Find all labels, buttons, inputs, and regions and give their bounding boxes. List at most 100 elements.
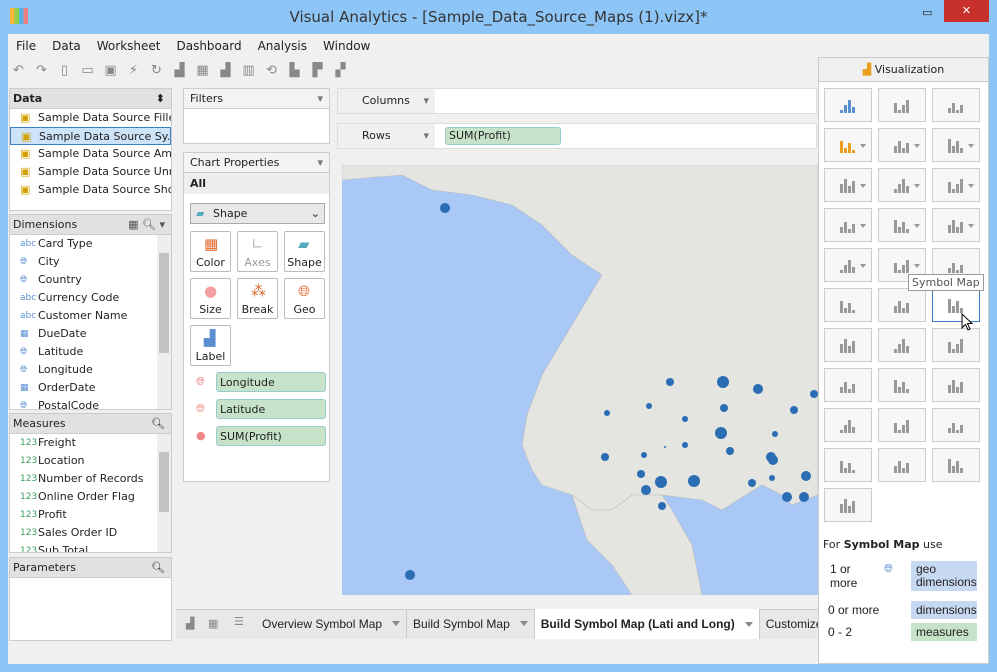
chevron-down-icon[interactable] — [914, 224, 920, 228]
field-item[interactable]: 123 Online Order Flag — [10, 488, 171, 506]
redo-icon[interactable]: ↷ — [36, 62, 47, 78]
tab-worksheet[interactable]: Build Symbol Map (Lati and Long) — [534, 609, 760, 639]
map-symbol[interactable] — [641, 485, 651, 495]
menu-window[interactable]: Window — [323, 39, 371, 53]
field-item[interactable]: 123 Sub Total — [10, 542, 171, 552]
viz-type-button[interactable] — [824, 408, 872, 442]
viz-type-button[interactable] — [878, 128, 926, 162]
data-source-item[interactable]: ▣ Sample Data Source Fille... — [10, 109, 171, 127]
field-item[interactable]: abc Currency Code — [10, 289, 171, 307]
scrollbar[interactable] — [157, 235, 171, 409]
open-icon[interactable]: ▭ — [81, 62, 94, 78]
viz-type-button[interactable] — [932, 448, 980, 482]
close-button[interactable]: ✕ — [944, 0, 989, 22]
viz-type-button[interactable] — [824, 328, 872, 362]
map-symbol[interactable] — [753, 384, 763, 394]
undo-icon[interactable]: ↶ — [13, 62, 24, 78]
map-symbol[interactable] — [664, 446, 666, 448]
chevron-down-icon[interactable]: ▾ — [317, 92, 323, 105]
delete-worksheet-icon[interactable]: ▟ — [220, 62, 231, 78]
map-symbol[interactable] — [604, 410, 610, 416]
viz-type-button[interactable] — [932, 88, 980, 122]
map-symbol[interactable] — [790, 406, 798, 414]
size-button[interactable]: ● Size — [190, 278, 231, 319]
viz-symbol-map-button[interactable] — [932, 288, 980, 322]
field-item[interactable]: abc Card Type — [10, 235, 171, 253]
viz-type-button[interactable] — [932, 408, 980, 442]
map-symbol[interactable] — [666, 378, 674, 386]
map-symbol[interactable] — [717, 376, 729, 388]
tab-worksheet[interactable]: Overview Symbol Map — [256, 609, 408, 638]
field-item[interactable]: 🌐︎ PostalCode — [10, 397, 171, 409]
chevron-down-icon[interactable] — [914, 184, 920, 188]
connect-icon[interactable]: ⚡ — [128, 62, 139, 78]
map-symbol[interactable] — [658, 502, 666, 510]
break-button[interactable]: ⁂ Break — [237, 278, 278, 319]
field-item[interactable]: 123 Freight — [10, 434, 171, 452]
swap-icon[interactable]: ⟲ — [266, 62, 277, 78]
chevron-down-icon[interactable] — [914, 144, 920, 148]
map-symbol[interactable] — [641, 452, 647, 458]
map-symbol[interactable] — [799, 492, 809, 502]
field-pill[interactable]: SUM(Profit) — [216, 426, 326, 446]
minimize-button[interactable]: ▭ — [922, 6, 933, 19]
map-symbol[interactable] — [768, 455, 778, 465]
search-icon[interactable]: ▦ 🔍︎ ▾ — [128, 218, 165, 231]
rows-shelf[interactable]: Rows ▾ SUM(Profit) — [337, 123, 817, 149]
viz-type-button[interactable] — [824, 128, 872, 162]
tab-worksheet[interactable]: Build Symbol Map — [407, 609, 535, 638]
field-item[interactable]: 123 Sales Order ID — [10, 524, 171, 542]
viz-type-button[interactable] — [824, 88, 872, 122]
field-item[interactable]: 123 Number of Records — [10, 470, 171, 488]
chevron-down-icon[interactable] — [392, 621, 401, 626]
viz-type-button[interactable] — [824, 288, 872, 322]
chevron-down-icon[interactable] — [860, 264, 866, 268]
map-symbol[interactable] — [637, 470, 645, 478]
field-item[interactable]: 123 Location — [10, 452, 171, 470]
field-item[interactable]: ▦ DueDate — [10, 325, 171, 343]
map-symbol[interactable] — [726, 447, 734, 455]
viz-type-button[interactable] — [878, 88, 926, 122]
menu-analysis[interactable]: Analysis — [257, 39, 308, 53]
menu-file[interactable]: File — [16, 39, 37, 53]
field-item[interactable]: 🌐︎ Latitude — [10, 343, 171, 361]
chevron-down-icon[interactable] — [968, 184, 974, 188]
symbol-map[interactable] — [342, 165, 818, 595]
field-item[interactable]: 🌐︎ City — [10, 253, 171, 271]
viz-type-button[interactable] — [878, 328, 926, 362]
viz-type-button[interactable] — [932, 368, 980, 402]
sort-icon[interactable]: ⬍ — [155, 92, 165, 105]
field-item[interactable]: 🌐︎ Longitude — [10, 361, 171, 379]
map-symbol[interactable] — [646, 403, 652, 409]
refresh-icon[interactable]: ↻ — [151, 62, 162, 78]
chevron-down-icon[interactable] — [860, 144, 866, 148]
map-symbol[interactable] — [655, 476, 667, 488]
map-symbol[interactable] — [601, 453, 609, 461]
map-symbol[interactable] — [720, 404, 728, 412]
map-symbol[interactable] — [440, 203, 450, 213]
save-icon[interactable]: ▣ — [104, 62, 117, 78]
label-button[interactable]: ▟ Label — [190, 325, 231, 366]
viz-type-button[interactable] — [878, 448, 926, 482]
viz-type-button[interactable] — [824, 488, 872, 522]
field-item[interactable]: 123 Profit — [10, 506, 171, 524]
map-symbol[interactable] — [748, 479, 756, 487]
viz-type-button[interactable] — [878, 288, 926, 322]
map-symbol[interactable] — [682, 416, 688, 422]
new-icon[interactable]: ▯ — [60, 62, 69, 78]
mark-type-select[interactable]: Shape ⌄ ▰ — [190, 203, 325, 224]
viz-type-button[interactable] — [878, 168, 926, 202]
axes-button[interactable]: ∟ Axes — [237, 231, 278, 272]
data-source-item[interactable]: ▣ Sample Data Source Am... — [10, 145, 171, 163]
chevron-down-icon[interactable] — [860, 184, 866, 188]
viz-type-button[interactable] — [932, 128, 980, 162]
chevron-down-icon[interactable] — [860, 224, 866, 228]
rows-pill[interactable]: SUM(Profit) — [445, 127, 561, 145]
field-pill[interactable]: Latitude — [216, 399, 326, 419]
geo-button[interactable]: 🌐︎ Geo — [284, 278, 325, 319]
new-worksheet-icon[interactable]: ▟ — [186, 617, 195, 630]
map-symbol[interactable] — [715, 427, 727, 439]
new-worksheet-icon[interactable]: ▟ — [174, 62, 185, 78]
clear-icon[interactable]: ▥ — [242, 62, 255, 78]
show-me-icon[interactable]: ▞ — [335, 62, 346, 78]
